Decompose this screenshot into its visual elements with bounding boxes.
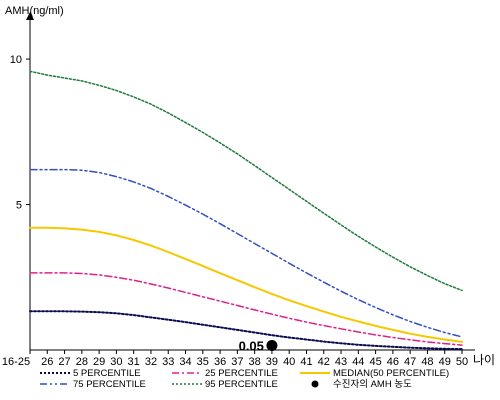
x-tick-label: 26 [41,356,53,368]
x-tick-label: 40 [283,356,295,368]
x-tick-label: 16-25 [2,356,30,368]
y-tick-label: 10 [10,54,22,66]
x-tick-label: 36 [214,356,226,368]
x-tick-label: 35 [197,356,209,368]
legend-label: 5 PERCENTILE [73,368,141,379]
series-line-median-50-percentile [29,226,463,343]
x-tick-label: 50 [456,356,468,368]
x-tick-label: 43 [335,356,347,368]
x-axis-label: 나이 [473,353,495,367]
legend-label: 수진자의 AMH 농도 [333,379,412,390]
series-line-75-percentile [29,168,463,338]
x-tick-label: 39 [266,356,278,368]
y-axis-label: AMH(ng/ml) [5,5,64,17]
series-line-95-percentile [29,70,463,292]
x-tick-label: 45 [369,356,381,368]
x-tick-label: 30 [110,356,122,368]
marker-layer: 0.05 [239,339,278,354]
patient-amh-value-label: 0.05 [239,339,264,354]
x-tick-label: 28 [76,356,88,368]
legend-label: MEDIAN(50 PERCENTILE) [333,368,449,379]
legend-marker-swatch [311,380,319,388]
y-axis-arrow [26,12,34,20]
legend-label: 75 PERCENTILE [73,379,146,390]
x-tick-label: 49 [439,356,451,368]
legend: 5 PERCENTILE 25 PERCENTILE MEDIAN(50 PERCE… [40,368,449,390]
x-tick-label: 48 [421,356,433,368]
x-tick-label: 38 [249,356,261,368]
x-tick-label: 37 [231,356,243,368]
x-tick-label: 42 [318,356,330,368]
series-line-25-percentile [29,272,463,346]
legend-label: 95 PERCENTILE [205,379,278,390]
legend-label: 25 PERCENTILE [205,368,278,379]
x-tick-label: 41 [300,356,312,368]
x-tick-label: 27 [58,356,70,368]
x-tick-label: 47 [404,356,416,368]
y-tick-label: 5 [16,200,22,212]
series-line-5-percentile [29,310,463,351]
x-tick-label: 32 [145,356,157,368]
series-layer [29,70,463,351]
x-tick-label: 33 [162,356,174,368]
x-tick-label: 31 [128,356,140,368]
x-tick-label: 44 [352,356,364,368]
x-tick-label: 46 [387,356,399,368]
axes: 5 10 16-25 26 27 28 29 30 31 32 33 34 35 36 37 38 39 40 41… [2,12,475,368]
patient-amh-marker [266,340,278,352]
x-tick-label: 29 [93,356,105,368]
x-tick-label: 34 [179,356,191,368]
